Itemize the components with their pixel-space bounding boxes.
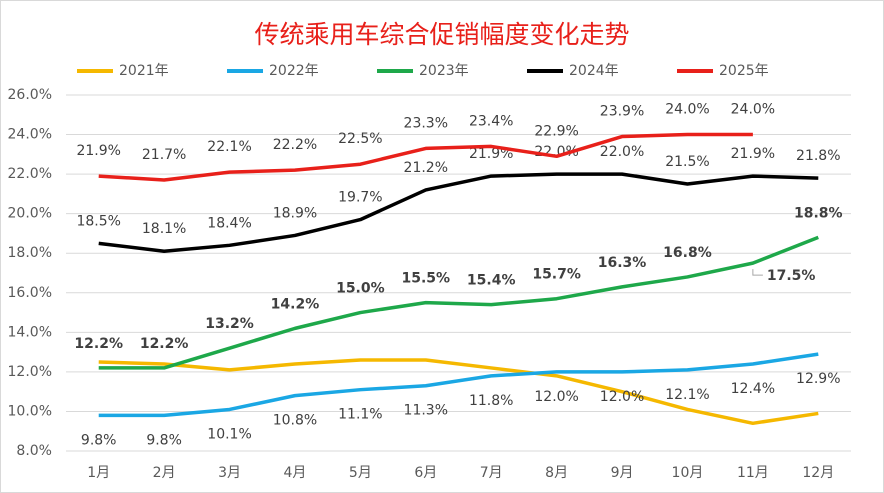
y-tick-label: 16.0% [8, 285, 52, 301]
x-tick-label: 10月 [672, 465, 704, 481]
data-label: 19.7% [338, 190, 382, 206]
data-label: 18.4% [207, 215, 251, 231]
data-label: 9.8% [146, 432, 182, 448]
y-tick-label: 12.0% [8, 364, 52, 380]
data-label: 21.7% [142, 147, 186, 163]
data-label: 12.1% [665, 387, 709, 403]
x-tick-label: 11月 [737, 465, 769, 481]
data-label: 11.3% [404, 403, 448, 419]
data-label: 9.8% [81, 432, 117, 448]
data-label: 11.8% [469, 393, 513, 409]
data-label: 12.4% [731, 381, 775, 397]
data-label: 17.5% [767, 268, 816, 284]
series-line [98, 132, 753, 182]
y-tick-label: 20.0% [8, 206, 52, 222]
y-tick-label: 10.0% [8, 403, 52, 419]
y-tick-label: 8.0% [16, 443, 52, 459]
legend-label: 2025年 [719, 63, 769, 79]
data-label: 21.9% [76, 143, 120, 159]
data-label: 23.9% [600, 104, 644, 120]
x-tick-label: 5月 [349, 465, 372, 481]
x-tick-label: 4月 [283, 465, 306, 481]
data-label: 11.1% [338, 407, 382, 423]
series-line [98, 235, 819, 370]
data-label: 21.8% [796, 148, 840, 164]
legend-label: 2022年 [269, 63, 319, 79]
data-label: 22.2% [273, 137, 317, 153]
data-label: 15.5% [402, 271, 451, 287]
data-label: 16.3% [598, 255, 647, 271]
y-tick-label: 14.0% [8, 324, 52, 340]
y-tick-label: 22.0% [8, 166, 52, 182]
data-label: 23.3% [404, 115, 448, 131]
series-line [98, 172, 819, 253]
data-label: 22.0% [600, 144, 644, 160]
leader-line [752, 269, 763, 276]
data-label: 12.0% [600, 389, 644, 405]
y-tick-label: 26.0% [8, 87, 52, 103]
legend-label: 2023年 [419, 63, 469, 79]
data-label: 24.0% [665, 102, 709, 118]
legend-label: 2024年 [569, 63, 619, 79]
data-label: 13.2% [205, 316, 254, 332]
data-label: 21.9% [469, 146, 513, 162]
series-line [98, 352, 819, 418]
y-tick-label: 24.0% [8, 127, 52, 143]
data-label: 15.0% [336, 281, 385, 297]
data-label: 12.9% [796, 371, 840, 387]
x-tick-label: 6月 [414, 465, 437, 481]
data-label: 21.9% [731, 146, 775, 162]
data-label: 10.8% [273, 413, 317, 429]
data-label: 15.7% [532, 267, 581, 283]
x-tick-label: 1月 [87, 465, 110, 481]
data-label: 22.1% [207, 139, 251, 155]
data-label: 12.2% [74, 336, 123, 352]
data-label: 12.2% [140, 336, 189, 352]
data-label: 22.9% [534, 123, 578, 139]
data-label: 21.2% [404, 160, 448, 176]
data-label: 18.8% [794, 205, 843, 221]
data-label: 24.0% [731, 102, 775, 118]
data-label: 16.8% [663, 245, 712, 261]
data-label: 22.5% [338, 131, 382, 147]
x-tick-label: 3月 [218, 465, 241, 481]
data-label: 18.5% [76, 213, 120, 229]
data-label: 15.4% [467, 273, 516, 289]
y-tick-label: 18.0% [8, 245, 52, 261]
data-label: 18.9% [273, 205, 317, 221]
x-tick-label: 12月 [802, 465, 834, 481]
series-line [98, 358, 819, 426]
x-tick-label: 8月 [545, 465, 568, 481]
x-tick-label: 2月 [153, 465, 176, 481]
data-label: 14.2% [271, 296, 320, 312]
data-label: 12.0% [534, 389, 578, 405]
data-label: 21.5% [665, 154, 709, 170]
data-label: 10.1% [207, 426, 251, 442]
x-tick-label: 9月 [611, 465, 634, 481]
chart-title: 传统乘用车综合促销幅度变化走势 [254, 20, 629, 49]
x-tick-label: 7月 [480, 465, 503, 481]
data-label: 23.4% [469, 113, 513, 129]
legend-label: 2021年 [119, 63, 169, 79]
data-label: 18.1% [142, 221, 186, 237]
